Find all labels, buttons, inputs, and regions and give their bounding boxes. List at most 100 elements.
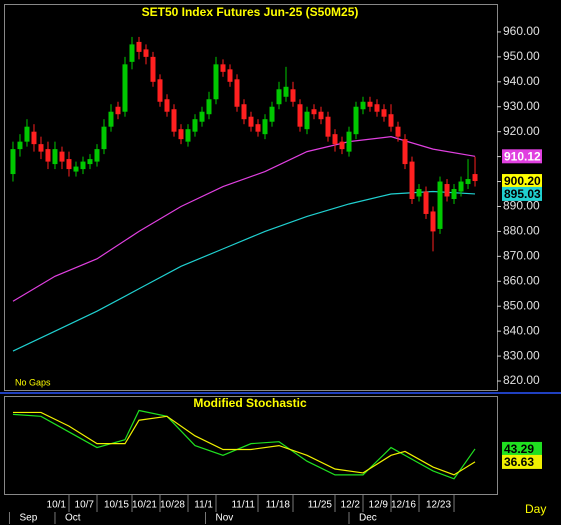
candle-body (157, 79, 163, 102)
candle-body (59, 151, 65, 162)
y-tick-label: 820.00 (503, 373, 540, 387)
candle-body (437, 181, 443, 229)
candle-body (101, 126, 107, 150)
candle-body (73, 166, 79, 172)
candle-body (17, 141, 23, 150)
y-tick-label: 860.00 (503, 273, 540, 287)
candle-body (171, 109, 177, 132)
y-tick-label: 830.00 (503, 348, 540, 362)
candle-body (395, 126, 401, 137)
indicator-value: 43.29 (504, 442, 534, 456)
indicator-line (12, 411, 476, 476)
indicator-line (12, 190, 476, 352)
candle-body (150, 56, 156, 82)
indicator-value-box (502, 454, 542, 469)
candle-body (381, 109, 387, 117)
candle-body (311, 109, 317, 115)
x-tick-label: 10/28 (160, 500, 185, 511)
candle-body (143, 49, 149, 57)
price-panel (4, 4, 498, 391)
candle-body (178, 129, 184, 140)
month-label: Oct (65, 513, 81, 524)
annotation: No Gaps (15, 377, 51, 387)
x-tick-label: 12/9 (369, 500, 389, 511)
month-label: Nov (215, 513, 233, 524)
last-price: 900.20 (504, 174, 541, 188)
candle-body (409, 161, 415, 199)
candle-body (451, 189, 457, 199)
candle-body (94, 149, 100, 162)
candle-body (122, 64, 128, 112)
candle-body (10, 149, 16, 175)
y-tick-label: 850.00 (503, 298, 540, 312)
candle-body (31, 131, 37, 145)
y-tick-label: 920.00 (503, 124, 540, 138)
candle-body (227, 69, 233, 82)
candle-body (108, 111, 114, 127)
candle-body (199, 111, 205, 122)
candle-body (248, 116, 254, 127)
stochastic-panel (4, 396, 498, 495)
candle-body (465, 179, 471, 185)
x-tick-label: 12/23 (426, 500, 451, 511)
y-tick-label: 940.00 (503, 74, 540, 88)
ma-value: 910.12 (504, 149, 541, 163)
x-tick-label: 11/18 (266, 500, 291, 511)
candle-body (430, 211, 436, 232)
last-price-box (502, 174, 542, 189)
candle-body (220, 64, 226, 72)
candle-body (339, 141, 345, 150)
candle-body (346, 131, 352, 152)
candle-body (304, 111, 310, 130)
ma-value-box (502, 149, 542, 164)
ma-value-box (502, 186, 542, 201)
candle-body (262, 119, 268, 135)
indicator-value-box (502, 441, 542, 456)
y-tick-label: 930.00 (503, 99, 540, 113)
candle-body (297, 104, 303, 127)
indicator-value: 36.63 (504, 455, 534, 469)
candle-body (318, 111, 324, 120)
candle-body (360, 101, 366, 110)
x-tick-label: 10/21 (132, 500, 157, 511)
x-tick-label: 10/1 (47, 500, 67, 511)
x-tick-label: 11/25 (308, 500, 333, 511)
y-tick-label: 890.00 (503, 199, 540, 213)
month-label: Dec (359, 513, 377, 524)
candle-body (213, 64, 219, 100)
x-tick-label: 12/16 (391, 500, 416, 511)
candle-body (255, 124, 261, 132)
candle-body (38, 144, 44, 152)
candle-body (416, 189, 422, 197)
candle-body (472, 174, 478, 182)
candle-body (283, 86, 289, 97)
candle-body (325, 116, 331, 137)
x-tick-label: 11/11 (231, 500, 255, 511)
candle-body (458, 181, 464, 192)
candle-body (353, 106, 359, 135)
candle-body (388, 114, 394, 127)
candle-body (374, 104, 380, 112)
x-tick-label: 10/7 (75, 500, 95, 511)
period-label: Day (525, 502, 546, 516)
candle-body (206, 99, 212, 115)
candle-body (290, 89, 296, 102)
x-tick-label: 11/1 (194, 500, 213, 511)
candle-body (332, 134, 338, 145)
candle-body (45, 149, 51, 162)
candle-body (115, 106, 121, 115)
candle-body (367, 101, 373, 107)
candle-body (52, 149, 58, 165)
candle-body (444, 184, 450, 197)
candle-body (185, 129, 191, 142)
x-tick-label: 10/15 (104, 500, 129, 511)
candle-body (276, 89, 282, 105)
candle-body (87, 159, 93, 165)
candle-body (192, 119, 198, 132)
chart-title: SET50 Index Futures Jun-25 (S50M25) (142, 5, 359, 19)
indicator-line (12, 409, 476, 480)
candle-body (129, 44, 135, 62)
y-tick-label: 870.00 (503, 249, 540, 263)
